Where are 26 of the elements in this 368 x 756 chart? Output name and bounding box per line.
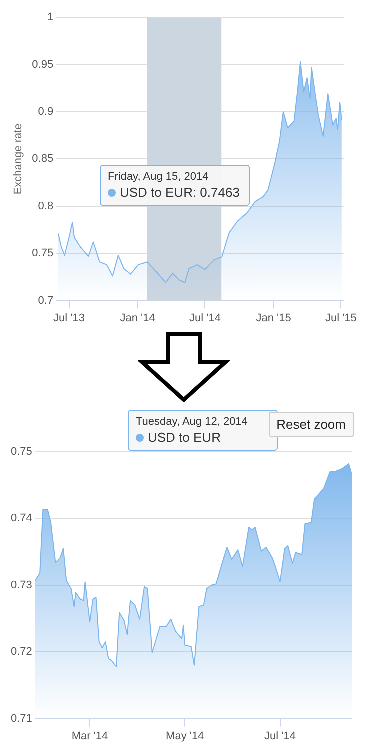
y-tick-label: 1 <box>47 12 54 24</box>
annotation: Friday, Aug 15, 2014 <box>108 171 210 183</box>
y-tick-label: 0.8 <box>38 200 54 212</box>
y-tick-label: 0.75 <box>32 248 54 260</box>
x-tick-label: Mar '14 <box>72 730 108 742</box>
y-tick-label: 0.71 <box>10 712 32 725</box>
y-tick-label: 0.7 <box>38 294 54 307</box>
y-tick-label: 0.75 <box>10 446 32 458</box>
x-tick-label: Jul '14 <box>264 730 296 742</box>
x-tick-label: Jul '13 <box>54 312 85 324</box>
y-tick-label: 0.85 <box>32 153 54 166</box>
y-tick-label: 0.72 <box>10 646 32 658</box>
text: USD to EUR <box>148 430 221 445</box>
x-tick-label: Jul '14 <box>190 312 221 324</box>
x-tick-label: Jul '15 <box>325 312 357 324</box>
reset-zoom-button: Reset zoom <box>268 412 354 437</box>
y-tick-label: 0.73 <box>10 579 32 592</box>
y-tick-label: 0.74 <box>10 512 32 525</box>
x-tick-label: May '14 <box>166 730 204 742</box>
x-tick-label: Jan '15 <box>256 312 292 324</box>
y-tick-label: 0.95 <box>32 58 54 71</box>
text: Tuesday, Aug 12, 2014 <box>136 416 249 428</box>
y-axis-title: Exchange rate <box>12 124 25 195</box>
y-tick-label: 0.9 <box>38 106 54 118</box>
annotation: USD to EUR: 0.7463 <box>120 185 240 200</box>
x-tick-label: Jan '14 <box>120 312 156 324</box>
